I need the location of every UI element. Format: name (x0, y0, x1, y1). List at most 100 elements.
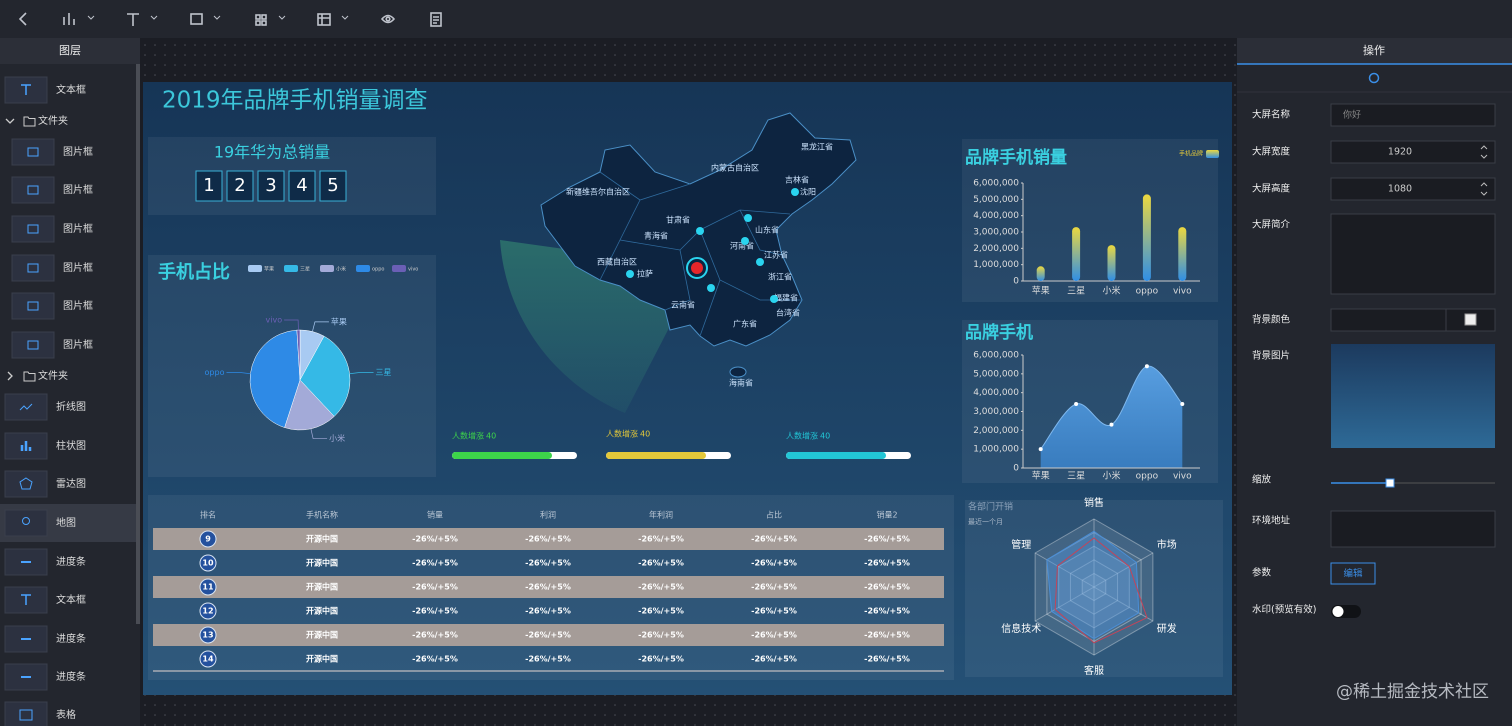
table-cell: -26%/+5% (525, 559, 571, 568)
field-label: 大屏名称 (1252, 109, 1291, 121)
field-label: 背景颜色 (1252, 314, 1291, 326)
toolbar (0, 0, 1512, 38)
layer-icon-box[interactable] (11, 254, 55, 282)
layer-icon-box[interactable] (4, 509, 48, 537)
input-box[interactable] (1330, 213, 1496, 295)
toggle-knob (1332, 606, 1344, 617)
input-box[interactable] (1330, 308, 1496, 332)
layer-icon-box[interactable] (11, 138, 55, 166)
input-box[interactable] (1330, 510, 1496, 548)
input-value: 1920 (1388, 147, 1412, 158)
layer-label[interactable]: 雷达图 (56, 478, 86, 490)
field-label: 大屏简介 (1252, 219, 1291, 231)
layer-label[interactable]: 地图 (56, 516, 76, 529)
layer-icon-box[interactable] (11, 215, 55, 243)
spinner[interactable] (1480, 182, 1488, 196)
layer-label[interactable]: 图片框 (63, 183, 93, 196)
screen-title[interactable]: 2019年品牌手机销量调查 (162, 88, 428, 114)
digit: 1 (203, 175, 214, 196)
edit-button[interactable] (1330, 562, 1376, 585)
scrollbar[interactable] (136, 64, 140, 624)
toolbar-icons (18, 12, 442, 27)
layer-icon-box[interactable] (11, 331, 55, 359)
layer-icon-box[interactable] (11, 292, 55, 320)
digit: 3 (265, 175, 276, 196)
y-tick-label: 3,000,000 (973, 228, 1019, 238)
chart-title: 品牌手机 (965, 322, 1033, 343)
total-title[interactable]: 19年华为总销量 (214, 143, 330, 162)
layer-icon-box[interactable] (4, 393, 48, 421)
settings-title: 操作 (1363, 43, 1385, 57)
layer-label[interactable]: 图片框 (63, 145, 93, 158)
pie-leader (284, 319, 299, 331)
map-point (741, 237, 749, 245)
x-tick-label: 苹果 (1032, 470, 1050, 482)
layer-label[interactable]: 进度条 (56, 670, 86, 683)
map-label: 江苏省 (764, 250, 788, 260)
bar (1178, 227, 1187, 281)
table-header: 手机名称 (306, 510, 338, 520)
layer-label[interactable]: 文本框 (56, 593, 86, 606)
preview-icon[interactable] (380, 14, 396, 24)
layer-label[interactable]: 进度条 (56, 555, 86, 568)
layer-icon (21, 84, 31, 95)
layer-label[interactable]: 表格 (56, 708, 76, 721)
table-cell: 开源中国 (306, 534, 338, 544)
table-cell: -26%/+5% (412, 631, 458, 640)
color-picker[interactable] (1464, 313, 1477, 326)
layer-icon-box[interactable] (4, 701, 48, 726)
folder-arrow[interactable] (5, 118, 15, 124)
back-icon[interactable] (18, 12, 27, 26)
layer-label[interactable]: 进度条 (56, 632, 86, 645)
layer-label[interactable]: 图片框 (63, 222, 93, 235)
table-icon[interactable] (317, 13, 331, 26)
y-tick-label: 6,000,000 (973, 179, 1019, 189)
bg-image-preview[interactable] (1331, 344, 1495, 448)
layer-icon-box[interactable] (4, 548, 48, 576)
text-icon[interactable] (127, 13, 139, 26)
input-placeholder: 你好 (1343, 109, 1361, 121)
map-label: 西藏自治区 (597, 257, 637, 267)
digit: 2 (234, 175, 245, 196)
table-cell: -26%/+5% (751, 631, 797, 640)
radar-axis (1034, 552, 1095, 588)
map-label: 新疆维吾尔自治区 (566, 187, 630, 197)
layer-label[interactable]: 图片框 (63, 338, 93, 351)
map-label: 河南省 (730, 241, 754, 251)
layer-icon (27, 340, 39, 350)
radar-axis (1034, 586, 1095, 622)
layer-label[interactable]: 图片框 (63, 261, 93, 274)
settings-tab-icon[interactable] (1368, 72, 1380, 84)
layer-icon-box[interactable] (4, 432, 48, 460)
pie-label: 苹果 (331, 316, 347, 326)
layer-label[interactable]: 柱状图 (56, 439, 86, 452)
input-box[interactable] (1330, 140, 1496, 164)
layer-icon (20, 441, 32, 451)
input-box[interactable] (1330, 177, 1496, 201)
layer-label[interactable]: 折线图 (56, 400, 86, 413)
map-point (791, 188, 799, 196)
layer-icon-box[interactable] (4, 470, 48, 498)
map-label: 云南省 (671, 300, 695, 310)
button-label[interactable]: 编辑 (1343, 568, 1363, 580)
chart-icon[interactable] (63, 13, 75, 25)
layer-label[interactable]: 文本框 (56, 83, 86, 96)
doc-icon[interactable] (430, 12, 442, 27)
table-cell: -26%/+5% (751, 655, 797, 664)
y-tick-label: 2,000,000 (973, 244, 1019, 254)
spinner[interactable] (1480, 145, 1488, 159)
map-point (696, 227, 704, 235)
folder-arrow[interactable] (7, 371, 13, 381)
digit-box (226, 170, 254, 202)
table-header: 占比 (766, 510, 782, 520)
field-label: 大屏宽度 (1252, 146, 1291, 158)
layer-label[interactable]: 图片框 (63, 299, 93, 312)
radar-grid (1081, 572, 1107, 602)
pie-leader (312, 321, 329, 332)
slider-thumb[interactable] (1385, 478, 1395, 488)
input-box[interactable] (1330, 103, 1496, 127)
table-row-bg (153, 528, 944, 550)
layer-icon-box[interactable] (11, 176, 55, 204)
x-tick-label: 小米 (1102, 285, 1120, 297)
image-icon[interactable] (190, 13, 203, 25)
